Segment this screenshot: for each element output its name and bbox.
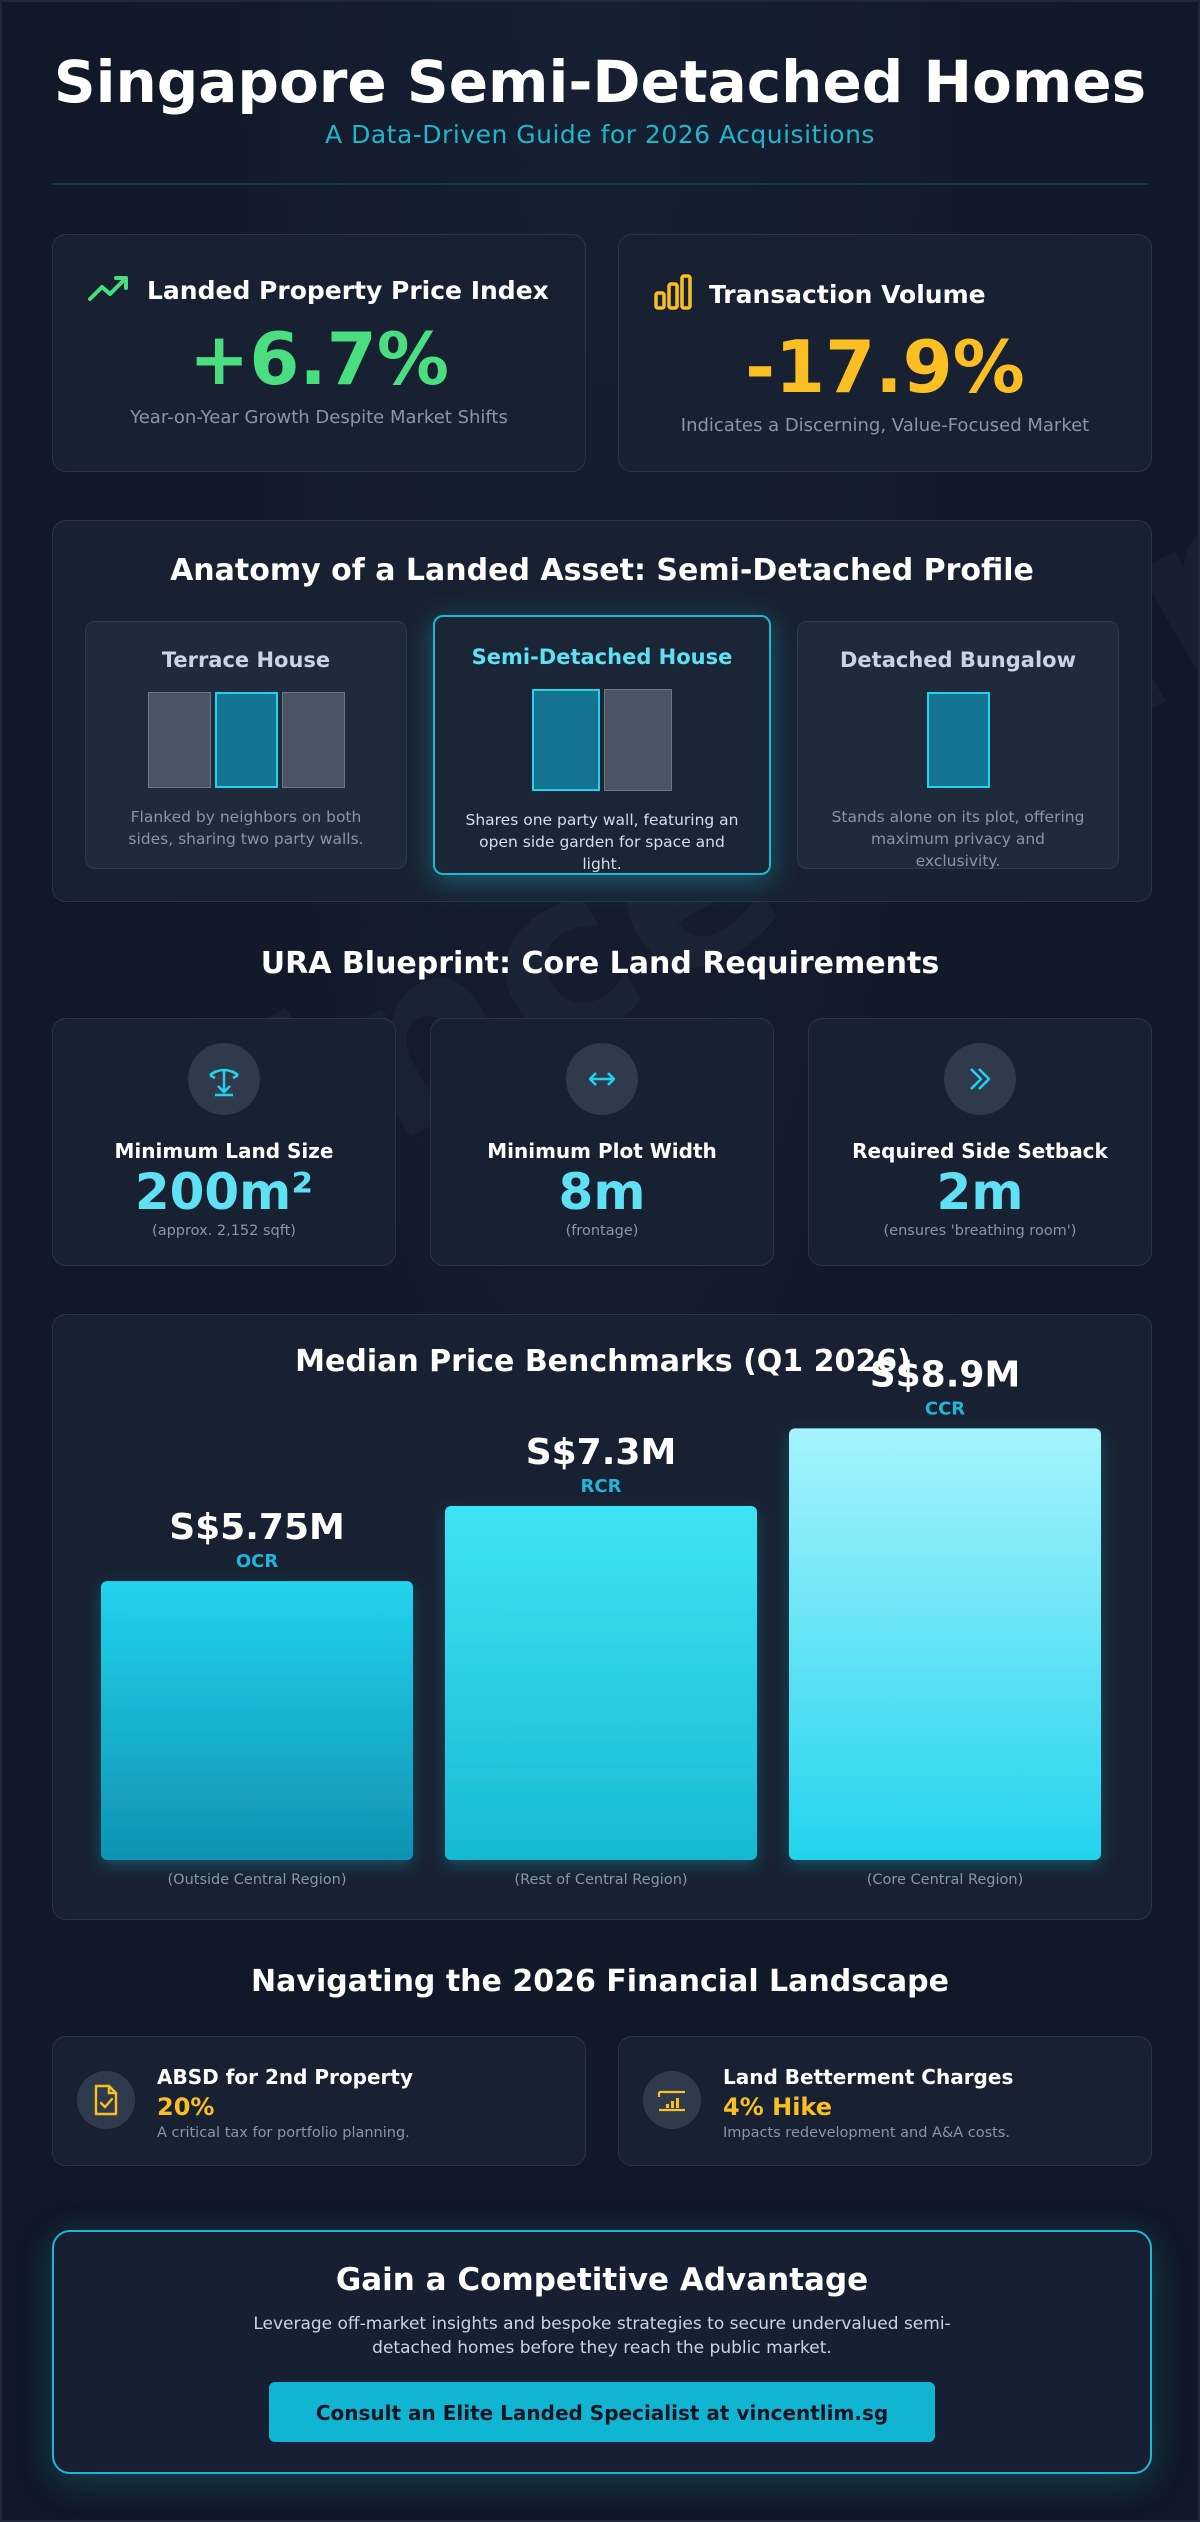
price-benchmarks-section: Median Price Benchmarks (Q1 2026) S$5.75…	[52, 1314, 1152, 1920]
finance-value: 4% Hike	[723, 2093, 833, 2121]
stat-note: Indicates a Discerning, Value-Focused Ma…	[680, 415, 1090, 436]
cta-title: Gain a Competitive Advantage	[335, 2262, 869, 2298]
finance-card-betterment: Land Betterment Charges 4% Hike Impacts …	[618, 2036, 1152, 2166]
semi-detached-diagram	[435, 689, 769, 791]
cta-text: Leverage off-market insights and bespoke…	[253, 2314, 951, 2358]
requirement-label: Minimum Land Size	[114, 1139, 334, 1163]
type-description: Stands alone on its plot, offering maxim…	[831, 808, 1085, 870]
stat-value: -17.9%	[745, 325, 1025, 409]
requirement-note: (ensures 'breathing room')	[883, 1223, 1077, 1239]
bar-chart-icon	[653, 273, 693, 315]
requirement-card-side-setback: Required Side Setback 2m (ensures 'breat…	[808, 1018, 1152, 1266]
cta-panel: Gain a Competitive Advantage Leverage of…	[52, 2230, 1152, 2474]
type-name: Detached Bungalow	[839, 648, 1076, 672]
page-subtitle: A Data-Driven Guide for 2026 Acquisition…	[325, 120, 875, 149]
bar-description-label: (Core Central Region)	[867, 1872, 1024, 1888]
bungalow-diagram	[798, 692, 1118, 788]
detached-bungalow-card: Detached Bungalow Stands alone on its pl…	[797, 621, 1119, 870]
stat-card-price-index: Landed Property Price Index +6.7% Year-o…	[52, 234, 586, 472]
subject-unit	[926, 692, 990, 788]
bar-description-label: (Outside Central Region)	[168, 1872, 347, 1888]
finance-note: Impacts redevelopment and A&A costs.	[723, 2125, 1011, 2141]
chart-title: Median Price Benchmarks (Q1 2026)	[295, 1344, 911, 1379]
requirement-note: (approx. 2,152 sqft)	[152, 1223, 296, 1239]
document-check-icon	[77, 2071, 135, 2129]
bar-value-label: S$8.9M	[870, 1354, 1021, 1395]
type-name: Terrace House	[161, 648, 331, 672]
land-area-icon	[188, 1043, 260, 1115]
anatomy-section: Anatomy of a Landed Asset: Semi-Detached…	[52, 520, 1152, 902]
page-header: Singapore Semi-Detached Homes A Data-Dri…	[2, 2, 1198, 149]
section-title: URA Blueprint: Core Land Requirements	[260, 946, 940, 981]
type-description: Flanked by neighbors on both sides, shar…	[128, 808, 364, 848]
requirement-value: 2m	[936, 1163, 1024, 1221]
page-title: Singapore Semi-Detached Homes	[53, 48, 1147, 116]
width-arrows-icon	[566, 1043, 638, 1115]
bar-rcr	[445, 1505, 757, 1860]
bar-ocr	[101, 1581, 413, 1860]
finance-label: ABSD for 2nd Property	[157, 2065, 413, 2089]
bar-value-label: S$5.75M	[169, 1507, 345, 1548]
finance-card-absd: ABSD for 2nd Property 20% A critical tax…	[52, 2036, 586, 2166]
bar-ccr	[789, 1428, 1101, 1860]
semi-detached-house-card: Semi-Detached House Shares one party wal…	[433, 615, 771, 875]
type-description: Shares one party wall, featuring an open…	[465, 811, 739, 873]
requirement-label: Minimum Plot Width	[487, 1139, 717, 1163]
requirement-value: 8m	[558, 1163, 646, 1221]
neighbor-unit	[147, 692, 211, 788]
terrace-house-diagram	[86, 692, 406, 788]
stat-title: Transaction Volume	[709, 279, 986, 309]
bar-value-label: S$7.3M	[526, 1432, 677, 1473]
section-title: Anatomy of a Landed Asset: Semi-Detached…	[170, 553, 1034, 588]
stat-note: Year-on-Year Growth Despite Market Shift…	[130, 407, 508, 428]
subject-unit	[214, 692, 278, 788]
bar-description-label: (Rest of Central Region)	[514, 1872, 687, 1888]
neighbor-unit	[281, 692, 345, 788]
price-benchmarks-chart: Median Price Benchmarks (Q1 2026) S$5.75…	[101, 1344, 1101, 1888]
requirement-card-plot-width: Minimum Plot Width 8m (frontage)	[430, 1018, 774, 1266]
finance-note: A critical tax for portfolio planning.	[157, 2125, 410, 2141]
trending-up-icon	[87, 273, 131, 307]
stat-card-transaction-volume: Transaction Volume -17.9% Indicates a Di…	[618, 234, 1152, 472]
section-title: Navigating the 2026 Financial Landscape	[251, 1964, 949, 1999]
bar-category-label: OCR	[236, 1551, 279, 1572]
requirement-label: Required Side Setback	[852, 1139, 1108, 1163]
stat-title: Landed Property Price Index	[147, 275, 549, 305]
requirement-card-land-size: Minimum Land Size 200m² (approx. 2,152 s…	[52, 1018, 396, 1266]
finance-label: Land Betterment Charges	[723, 2065, 1014, 2089]
double-chevron-icon	[944, 1043, 1016, 1115]
header-divider	[52, 183, 1148, 185]
growth-chart-icon	[643, 2071, 701, 2129]
subject-unit	[532, 689, 600, 791]
bar-category-label: RCR	[581, 1476, 622, 1497]
bar-category-label: CCR	[925, 1398, 965, 1419]
requirement-note: (frontage)	[565, 1223, 639, 1239]
consult-specialist-button[interactable]: Consult an Elite Landed Specialist at vi…	[269, 2382, 935, 2442]
requirement-value: 200m²	[134, 1163, 314, 1221]
type-name: Semi-Detached House	[471, 645, 733, 669]
terrace-house-card: Terrace House Flanked by neighbors on bo…	[85, 621, 407, 869]
stat-value: +6.7%	[188, 317, 449, 401]
finance-value: 20%	[157, 2093, 215, 2121]
neighbor-unit	[604, 689, 672, 791]
